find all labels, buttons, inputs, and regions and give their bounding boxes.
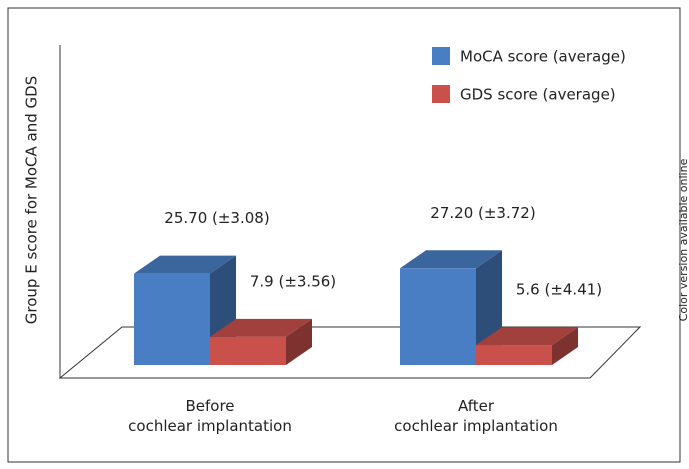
bar-top	[210, 318, 312, 337]
x-tick-label: After cochlear implantation	[394, 397, 558, 435]
legend-swatch	[432, 85, 450, 103]
bar-top	[400, 250, 502, 269]
value-label: 27.20 (±3.72)	[430, 204, 535, 222]
bar-side	[286, 318, 312, 365]
y-axis-label: Group E score for MoCA and GDS	[23, 76, 41, 324]
value-label: 7.9 (±3.56)	[250, 272, 336, 290]
legend-label: MoCA score (average)	[460, 48, 626, 66]
bar-top	[134, 255, 236, 274]
value-label: 25.70 (±3.08)	[164, 209, 269, 227]
x-tick-label: Before cochlear implantation	[128, 397, 292, 435]
value-label: 5.6 (±4.41)	[516, 281, 602, 299]
bar	[476, 345, 552, 365]
bar	[400, 268, 476, 365]
legend-label: GDS score (average)	[460, 86, 616, 104]
frame	[7, 7, 681, 463]
bar-side	[552, 327, 578, 365]
bar	[210, 336, 286, 365]
legend-swatch	[432, 47, 450, 65]
bar-top	[476, 327, 578, 346]
note: Color version available online	[677, 158, 689, 321]
bar	[134, 273, 210, 365]
